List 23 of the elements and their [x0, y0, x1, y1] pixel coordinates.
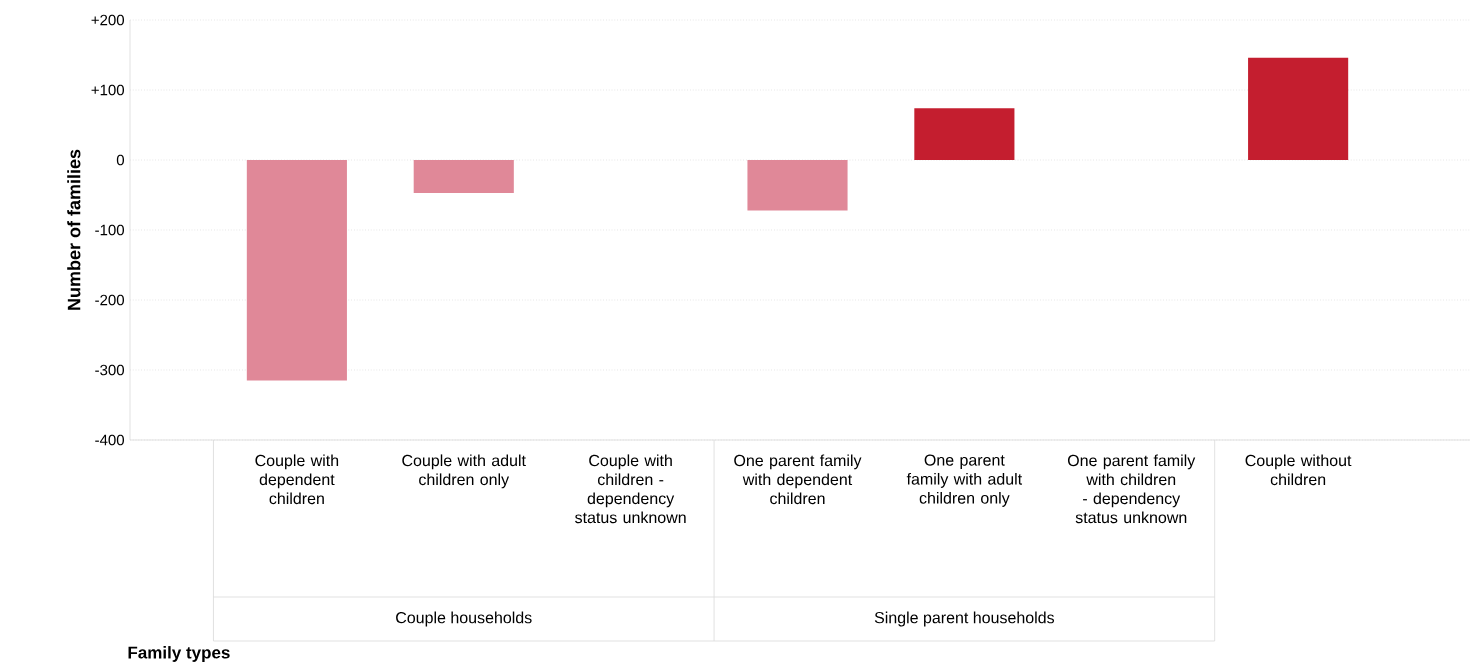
- x-tick-label: One parent family with adult children only: [906, 454, 1023, 507]
- bar: [914, 108, 1015, 160]
- y-axis-title: Number of families: [67, 149, 81, 310]
- y-tick-label: -400: [95, 434, 125, 446]
- bar: [413, 160, 514, 193]
- bar: [747, 160, 848, 211]
- bar: [1248, 57, 1349, 160]
- y-tick-label: 0: [116, 154, 125, 166]
- text: Couple households: [396, 611, 532, 627]
- bar: [246, 160, 347, 381]
- x-tick-label: Couple with dependent children: [255, 454, 339, 505]
- y-tick-label: +200: [91, 14, 125, 26]
- x-tick-label: One parent family with children - dependency status unknown: [1067, 454, 1196, 524]
- x-tick-label: Couple without children: [1245, 454, 1352, 486]
- y-tick-label: -200: [95, 294, 125, 306]
- x-tick-label: Couple with adult children only: [402, 454, 526, 489]
- x-tick-label: Couple with children - dependency status unknown: [575, 454, 686, 524]
- y-tick-label: -300: [95, 364, 125, 376]
- y-tick-label: +100: [91, 84, 125, 96]
- text: Single parent households: [874, 611, 1055, 627]
- y-tick-label: -100: [95, 224, 125, 236]
- text: Family types: [128, 646, 230, 662]
- x-tick-label: One parent family with dependent children: [734, 454, 862, 505]
